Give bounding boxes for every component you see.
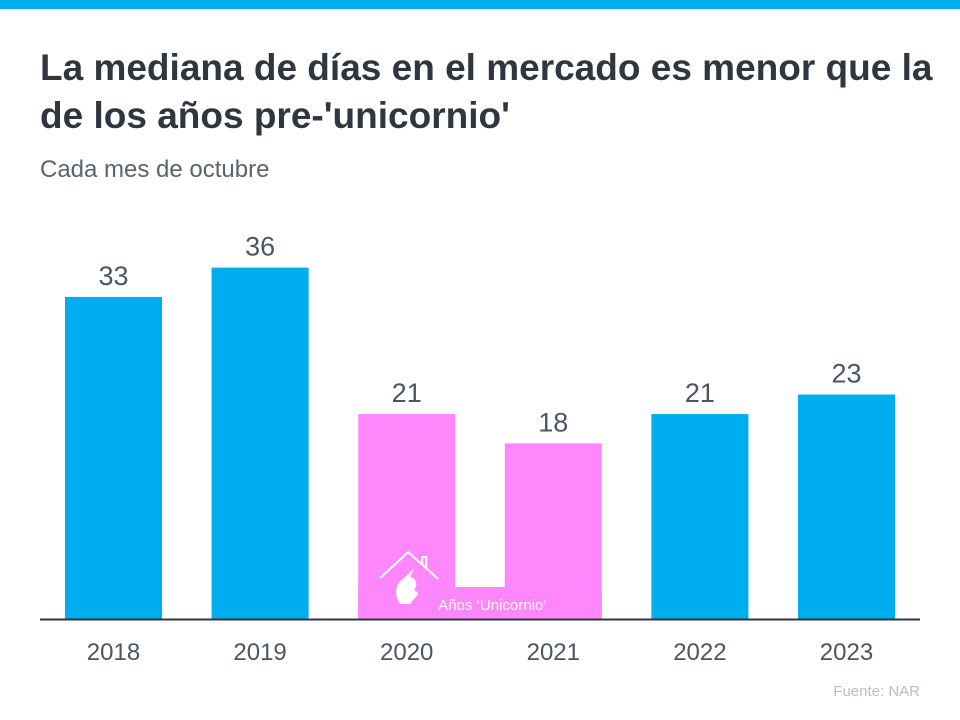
x-tick-label-2018: 2018	[87, 639, 140, 666]
chart-title: La mediana de días en el mercado es meno…	[40, 47, 933, 136]
data-label-2020: 21	[392, 378, 422, 408]
data-label-2021: 18	[538, 407, 568, 437]
bar-2019	[211, 267, 309, 619]
x-tick-label-2021: 2021	[527, 639, 580, 666]
unicorn-years-label: Años ‘Unicornio’	[438, 597, 546, 614]
bar-2023	[798, 394, 895, 619]
data-label-2023: 23	[831, 359, 861, 389]
bar-2018	[65, 296, 162, 619]
unicorn-icon	[396, 568, 419, 604]
source-note: Fuente: NAR	[833, 683, 920, 700]
bar-2022	[651, 414, 749, 619]
house-icon	[379, 550, 439, 580]
top-accent-bar	[0, 0, 960, 9]
bar-2021	[504, 443, 602, 619]
data-label-2019: 36	[245, 232, 275, 262]
chart-subtitle: Cada mes de octubre	[40, 156, 270, 183]
x-tick-label-2022: 2022	[673, 639, 726, 666]
data-label-2022: 21	[685, 378, 715, 408]
x-tick-label-2019: 2019	[233, 639, 286, 666]
x-tick-label-2023: 2023	[820, 639, 873, 666]
x-tick-label-2020: 2020	[380, 639, 433, 666]
data-label-2018: 33	[98, 261, 128, 291]
